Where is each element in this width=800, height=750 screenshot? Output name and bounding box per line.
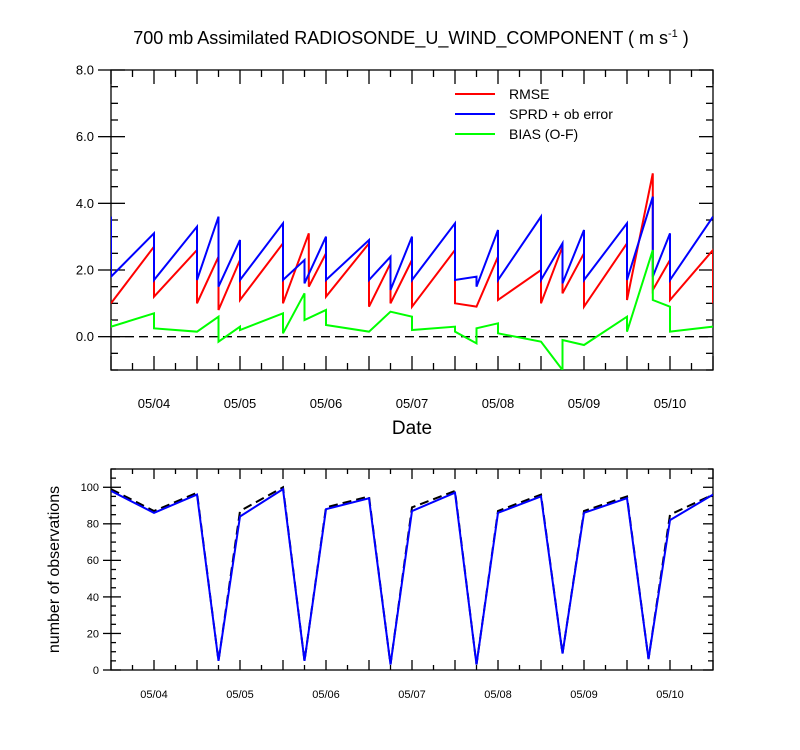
x-tick-label: 05/09 [570,689,598,701]
series-line-assimilated [111,487,713,665]
x-tick-label: 05/05 [226,689,254,701]
x-tick-label: 05/07 [398,689,426,701]
y-tick-label: 6.0 [76,129,94,144]
y-tick-label: 4.0 [76,196,94,211]
legend-label: SPRD + ob error [509,106,613,122]
y-tick-label: 2.0 [76,263,94,278]
y-tick-label: 80 [87,519,99,531]
x-tick-label: 05/04 [138,396,171,411]
y-tick-label: 40 [87,592,99,604]
x-tick-label: 05/05 [224,396,257,411]
x-tick-label: 05/10 [656,689,684,701]
y-tick-label: 0.0 [76,329,94,344]
legend-label: BIAS (O-F) [509,126,578,142]
y-tick-label: 20 [87,628,99,640]
x-tick-label: 05/06 [312,689,340,701]
x-tick-label: 05/08 [484,689,512,701]
chart-title: 700 mb Assimilated RADIOSONDE_U_WIND_COM… [133,28,689,49]
x-axis-title: Date [392,418,432,439]
bottom-panel: 05/04 05/05 05/06 05/07 05/08 05/09 05/10 0 20 40… [46,468,714,701]
top-panel: 05/04 05/05 05/06 05/07 05/08 05/09 05/10 0.0 2.… [76,63,714,439]
x-tick-label: 05/09 [568,396,601,411]
x-tick-label: 05/10 [654,396,687,411]
x-tick-label: 05/06 [310,396,343,411]
y-tick-label: 0 [93,665,99,677]
y-tick-label: 60 [87,555,99,567]
x-tick-label: 05/07 [396,396,429,411]
y-tick-label: 100 [81,482,99,494]
y-tick-label: 8.0 [76,63,94,78]
x-tick-label: 05/04 [140,689,168,701]
y-axis-title: number of observations [46,486,63,653]
x-tick-label: 05/08 [482,396,515,411]
legend-label: RMSE [509,86,549,102]
series-line-sprd-ob-error [111,196,713,291]
series-line-bias-o-f [111,249,713,370]
